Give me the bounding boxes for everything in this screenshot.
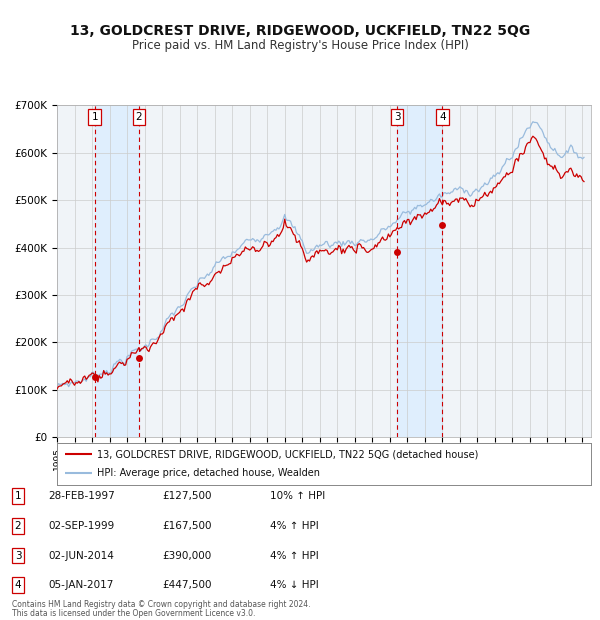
Text: 4% ↑ HPI: 4% ↑ HPI [270,521,319,531]
Text: 4% ↑ HPI: 4% ↑ HPI [270,551,319,560]
Text: 4% ↓ HPI: 4% ↓ HPI [270,580,319,590]
Text: £127,500: £127,500 [162,491,212,501]
Text: 13, GOLDCREST DRIVE, RIDGEWOOD, UCKFIELD, TN22 5QG: 13, GOLDCREST DRIVE, RIDGEWOOD, UCKFIELD… [70,24,530,38]
Bar [397,105,442,437]
Text: £390,000: £390,000 [162,551,211,560]
Text: 1: 1 [14,491,22,501]
Text: 2: 2 [14,521,22,531]
Text: 1: 1 [91,112,98,122]
Bar [95,105,139,437]
Text: 02-JUN-2014: 02-JUN-2014 [48,551,114,560]
Text: 2: 2 [136,112,142,122]
Text: 4: 4 [14,580,22,590]
Text: 05-JAN-2017: 05-JAN-2017 [48,580,113,590]
Text: HPI: Average price, detached house, Wealden: HPI: Average price, detached house, Weal… [97,469,320,479]
Text: Contains HM Land Registry data © Crown copyright and database right 2024.: Contains HM Land Registry data © Crown c… [12,600,311,609]
Text: Price paid vs. HM Land Registry's House Price Index (HPI): Price paid vs. HM Land Registry's House … [131,39,469,52]
Text: 02-SEP-1999: 02-SEP-1999 [48,521,114,531]
Text: 4: 4 [439,112,446,122]
Text: £447,500: £447,500 [162,580,212,590]
Text: 13, GOLDCREST DRIVE, RIDGEWOOD, UCKFIELD, TN22 5QG (detached house): 13, GOLDCREST DRIVE, RIDGEWOOD, UCKFIELD… [97,449,478,459]
Text: £167,500: £167,500 [162,521,212,531]
Text: This data is licensed under the Open Government Licence v3.0.: This data is licensed under the Open Gov… [12,608,256,618]
Text: 3: 3 [14,551,22,560]
Text: 10% ↑ HPI: 10% ↑ HPI [270,491,325,501]
Text: 3: 3 [394,112,400,122]
Text: 28-FEB-1997: 28-FEB-1997 [48,491,115,501]
